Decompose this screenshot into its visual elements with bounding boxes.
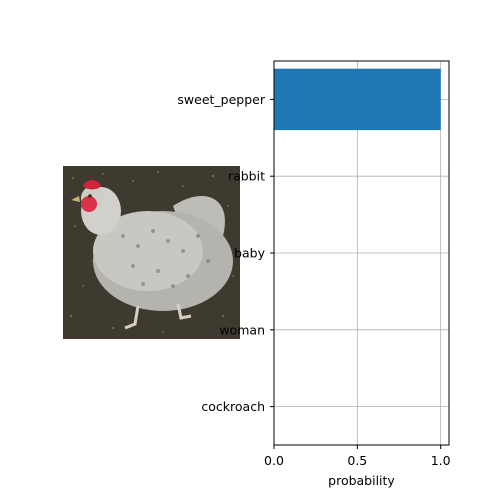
y-tick-label: woman xyxy=(219,322,265,337)
x-axis-label: probability xyxy=(328,473,395,488)
bar-sweet_pepper xyxy=(274,68,441,131)
x-tick-label: 0.5 xyxy=(347,453,367,468)
y-tick-label: rabbit xyxy=(228,169,265,184)
bars xyxy=(274,68,441,131)
y-tick-label: baby xyxy=(234,246,266,261)
chicken-photo xyxy=(63,166,240,339)
x-tick-label: 0.0 xyxy=(264,453,284,468)
x-ticks: 0.0 0.5 1.0 xyxy=(264,445,451,468)
y-tick-label: cockroach xyxy=(201,399,265,414)
x-tick-label: 1.0 xyxy=(431,453,451,468)
y-tick-label: sweet_pepper xyxy=(177,92,265,107)
